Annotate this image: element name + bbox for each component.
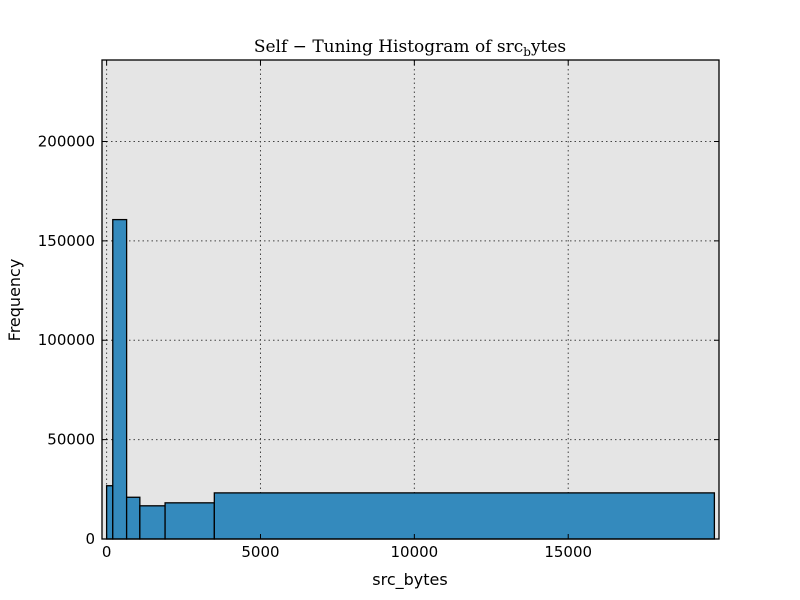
histogram-bar-2 bbox=[125, 496, 141, 540]
y-tick-label-2: 100000 bbox=[38, 331, 95, 349]
x-axis-label: src_bytes bbox=[372, 570, 447, 590]
y-tick-label-4: 200000 bbox=[38, 132, 95, 150]
y-axis-label: Frequency bbox=[5, 259, 24, 342]
histogram-bar-3 bbox=[139, 505, 166, 540]
histogram-bar-1 bbox=[112, 218, 128, 540]
chart-title-prefix: Self − Tuning Histogram of src bbox=[254, 37, 523, 57]
x-tick-label-1: 5000 bbox=[241, 543, 279, 561]
chart-title-suffix: ytes bbox=[530, 37, 566, 57]
histogram-bar-4 bbox=[164, 502, 215, 540]
histogram-bar-5 bbox=[213, 492, 716, 540]
y-tick-label-3: 150000 bbox=[38, 232, 95, 250]
chart-title-subscript: b bbox=[523, 45, 531, 59]
y-tick-label-0: 0 bbox=[85, 530, 95, 548]
plot-area bbox=[102, 60, 719, 539]
chart-title: Self − Tuning Histogram of srcbytes bbox=[254, 37, 566, 59]
x-tick-label-3: 15000 bbox=[544, 543, 592, 561]
x-tick-label-2: 10000 bbox=[390, 543, 438, 561]
histogram-bar-0 bbox=[105, 485, 114, 540]
plot-frame bbox=[101, 59, 720, 540]
bars bbox=[105, 218, 716, 540]
y-tick-label-1: 50000 bbox=[47, 431, 95, 449]
x-tick-label-0: 0 bbox=[102, 543, 112, 561]
